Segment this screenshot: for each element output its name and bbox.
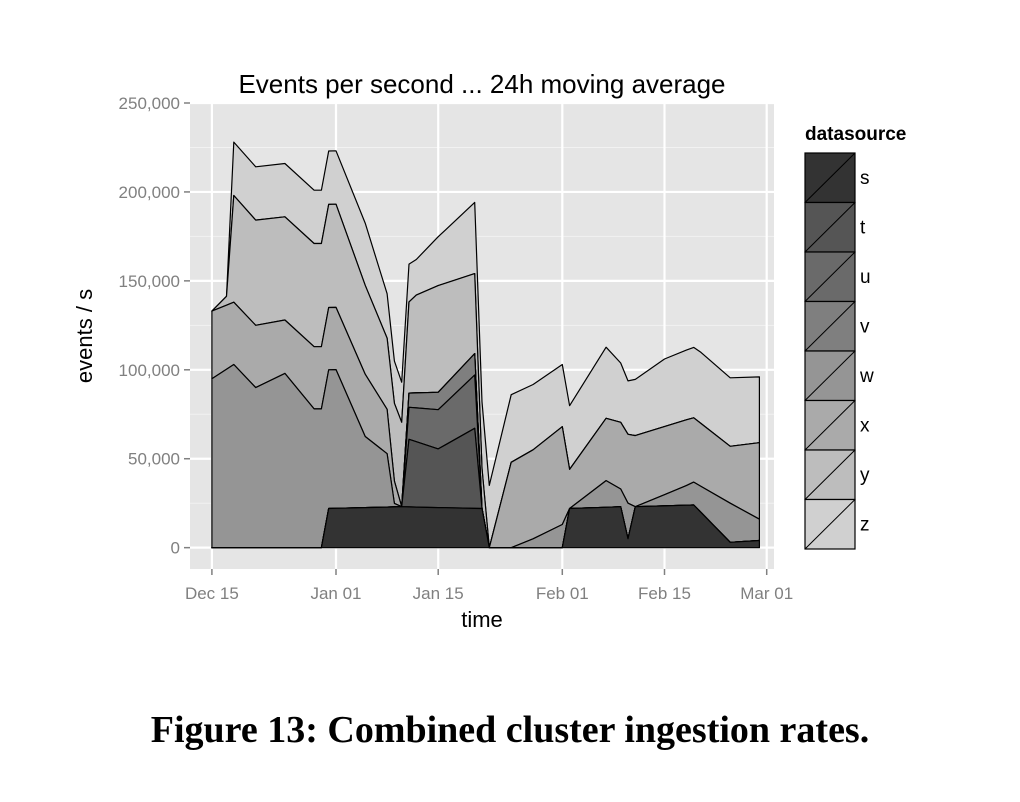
y-axis-label: events / s (72, 289, 97, 383)
stacked-areas (211, 141, 760, 549)
legend-key-slash (804, 301, 856, 352)
legend-key-slash (804, 449, 856, 500)
figure-caption: Figure 13: Combined cluster ingestion ra… (150, 709, 870, 751)
legend-key-slash (804, 202, 856, 253)
legend-title: datasource (805, 124, 906, 145)
x-tick-label: Jan 15 (413, 584, 464, 603)
legend-label-x: x (860, 416, 870, 437)
chart-title: Events per second ... 24h moving average (238, 69, 725, 99)
y-tick-label: 200,000 (119, 183, 180, 202)
legend-label-w: w (859, 366, 874, 387)
legend-label-t: t (860, 218, 866, 239)
legend-label-s: s (860, 168, 870, 189)
area-series-s (211, 504, 760, 549)
y-axis: 0 50,000 100,000 150,000 200,000 250,000 (119, 94, 190, 558)
x-tick-label: Feb 15 (638, 584, 691, 603)
y-tick-label: 250,000 (119, 94, 180, 113)
legend-label-u: u (860, 267, 871, 288)
y-tick-label: 0 (171, 539, 180, 558)
legend-key-slash (804, 350, 856, 401)
x-tick-label: Jan 01 (310, 584, 361, 603)
x-axis: Dec 15 Jan 01 Jan 15 Feb 01 Feb 15 Mar 01 (185, 569, 793, 603)
y-tick-label: 100,000 (119, 361, 180, 380)
legend-key-slash (804, 251, 856, 302)
x-tick-label: Mar 01 (740, 584, 793, 603)
legend: datasource s t u v w x y z (804, 124, 906, 550)
x-tick-label: Feb 01 (536, 584, 589, 603)
legend-label-z: z (860, 515, 870, 536)
legend-key-slash (804, 400, 856, 451)
x-tick-label: Dec 15 (185, 584, 239, 603)
legend-label-v: v (860, 317, 870, 338)
y-tick-label: 50,000 (128, 450, 180, 469)
x-axis-label: time (461, 607, 503, 632)
legend-key-slash (804, 152, 856, 203)
y-tick-label: 150,000 (119, 272, 180, 291)
legend-label-y: y (860, 465, 870, 486)
legend-entries: s t u v w x y z (804, 152, 874, 550)
legend-key-slash (804, 499, 856, 550)
